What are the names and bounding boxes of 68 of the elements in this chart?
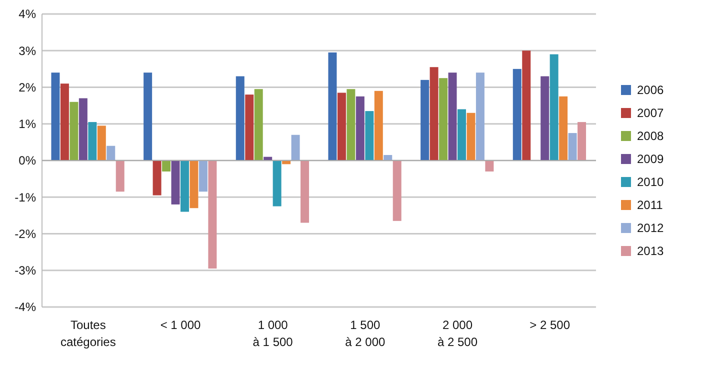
x-tick-label: > 2 500 <box>530 318 570 332</box>
bar <box>522 50 531 160</box>
bar <box>245 94 254 160</box>
bar <box>559 96 568 160</box>
bar <box>97 126 106 160</box>
bar <box>106 146 116 160</box>
bar <box>51 72 60 160</box>
y-tick-label: 0% <box>18 154 36 168</box>
bar <box>116 160 124 192</box>
bar <box>384 155 392 160</box>
y-tick-label: -2% <box>14 226 36 241</box>
y-tick-label: -4% <box>14 300 36 314</box>
legend-label: 2008 <box>637 129 664 144</box>
x-tick-label: < 1 000 <box>160 318 202 332</box>
bar <box>291 134 300 160</box>
bar <box>152 160 162 196</box>
x-tick-label: 1 500 à 2 000 <box>345 318 386 349</box>
bar <box>420 80 430 160</box>
bar <box>144 72 152 160</box>
bar <box>550 54 558 160</box>
bar <box>476 72 484 160</box>
bar <box>485 160 494 172</box>
x-tick-label: Toutes catégories <box>60 318 116 349</box>
legend-label: 2007 <box>637 106 664 120</box>
legend-label: 2013 <box>637 244 664 258</box>
x-tick-label: 2 000 à 2 500 <box>437 318 478 349</box>
bar <box>346 89 356 160</box>
bar <box>540 76 550 160</box>
legend-label: 2012 <box>637 221 664 236</box>
legend-label: 2011 <box>637 198 664 212</box>
y-tick-label: 2% <box>18 80 36 94</box>
bar <box>180 160 189 212</box>
legend-label: 2010 <box>637 175 664 190</box>
legend-label: 2006 <box>637 83 664 98</box>
y-tick-label: -3% <box>14 264 36 278</box>
bar <box>512 68 522 160</box>
y-tick-label: 4% <box>18 7 36 22</box>
legend-label: 2009 <box>637 152 664 166</box>
x-tick-label: 1 000 à 1 500 <box>252 318 294 349</box>
bar <box>337 92 346 160</box>
bar <box>88 122 97 160</box>
bar <box>458 109 466 160</box>
bar <box>439 78 448 160</box>
bar <box>568 133 577 160</box>
bar <box>365 111 374 160</box>
bar <box>236 76 244 160</box>
bar <box>208 160 217 269</box>
bar <box>430 67 438 160</box>
bar <box>466 112 476 160</box>
bar <box>190 160 198 208</box>
bar <box>374 90 383 160</box>
bar <box>392 160 402 221</box>
bar <box>448 72 457 160</box>
bar <box>272 160 282 206</box>
bar <box>254 89 263 160</box>
y-tick-label: 1% <box>18 117 36 132</box>
bar <box>328 52 337 160</box>
bar <box>300 160 310 223</box>
bar <box>356 96 364 160</box>
bar <box>60 84 69 160</box>
bar <box>70 102 78 160</box>
bar <box>198 160 208 192</box>
bar <box>78 98 88 160</box>
bar <box>162 160 171 172</box>
y-tick-label: 3% <box>18 44 36 58</box>
bar <box>578 122 586 160</box>
y-tick-label: -1% <box>14 190 36 204</box>
bar <box>171 160 180 204</box>
